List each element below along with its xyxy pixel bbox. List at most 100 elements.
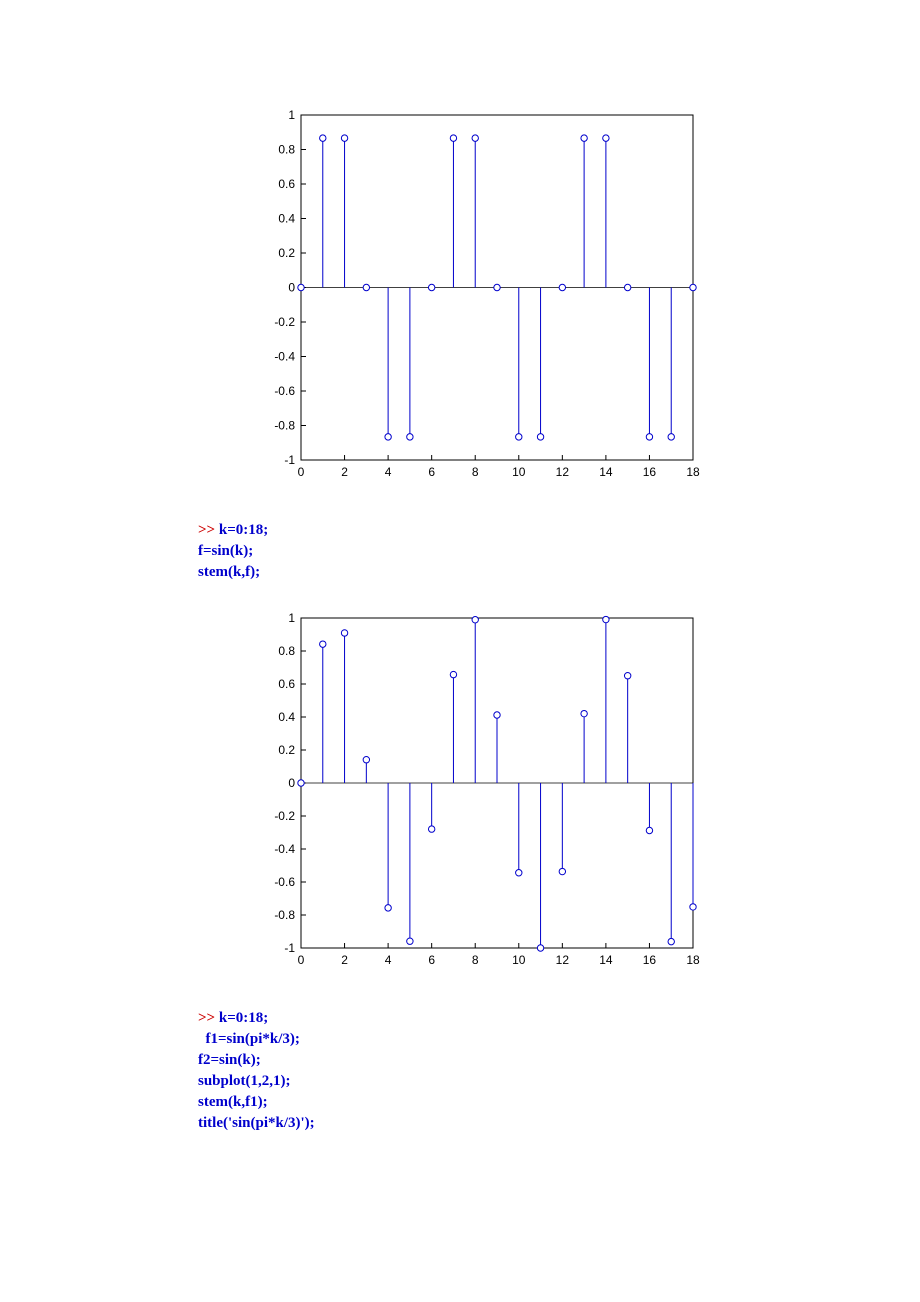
page: -1-0.8-0.6-0.4-0.200.20.40.60.8102468101…: [0, 0, 920, 1214]
x-tick-label: 16: [642, 465, 656, 479]
code-text: title('sin(pi*k/3)');: [198, 1115, 315, 1131]
code-block-2: >> k=0:18; f1=sin(pi*k/3); f2=sin(k); subp…: [198, 1008, 760, 1134]
y-tick-label: 0.6: [278, 177, 295, 191]
stem-marker: [580, 135, 586, 141]
stem-marker: [624, 284, 630, 290]
stem-marker: [450, 135, 456, 141]
x-tick-label: 6: [428, 953, 435, 967]
stem-marker: [515, 434, 521, 440]
stem-marker: [341, 630, 347, 636]
code-line: f1=sin(pi*k/3);: [198, 1029, 760, 1050]
stem-marker: [297, 780, 303, 786]
stem-marker: [668, 434, 674, 440]
stem-marker: [341, 135, 347, 141]
stem-marker: [406, 434, 412, 440]
y-tick-label: -0.6: [274, 384, 295, 398]
y-tick-label: 0.8: [278, 644, 295, 658]
code-line: f2=sin(k);: [198, 1050, 760, 1071]
code-text: k=0:18;: [219, 1010, 268, 1026]
stem-marker: [384, 905, 390, 911]
y-tick-label: 1: [288, 108, 295, 122]
x-tick-label: 4: [384, 953, 391, 967]
code-block-1: >> k=0:18;f=sin(k);stem(k,f);: [198, 520, 760, 583]
prompt: >>: [198, 1010, 219, 1026]
code-line: subplot(1,2,1);: [198, 1071, 760, 1092]
y-tick-label: 1: [288, 611, 295, 625]
code-line: >> k=0:18;: [198, 1008, 760, 1029]
x-tick-label: 16: [642, 953, 656, 967]
stem-marker: [297, 284, 303, 290]
chart-svg: -1-0.8-0.6-0.4-0.200.20.40.60.8102468101…: [243, 100, 708, 490]
stem-marker: [428, 826, 434, 832]
stem-marker: [602, 135, 608, 141]
code-line: f=sin(k);: [198, 541, 760, 562]
x-tick-label: 18: [686, 953, 700, 967]
x-tick-label: 6: [428, 465, 435, 479]
stem-marker: [559, 284, 565, 290]
code-text: k=0:18;: [219, 522, 268, 538]
stem-marker: [319, 135, 325, 141]
y-tick-label: 0.4: [278, 212, 295, 226]
y-tick-label: -0.2: [274, 809, 295, 823]
y-tick-label: -0.4: [274, 842, 295, 856]
x-tick-label: 12: [555, 465, 569, 479]
y-tick-label: 0.8: [278, 143, 295, 157]
code-line: stem(k,f1);: [198, 1092, 760, 1113]
stem-marker: [580, 710, 586, 716]
stem-plot-2: -1-0.8-0.6-0.4-0.200.20.40.60.8102468101…: [243, 603, 708, 978]
code-text: f=sin(k);: [198, 543, 253, 559]
stem-marker: [472, 135, 478, 141]
stem-marker: [689, 904, 695, 910]
stem-marker: [493, 712, 499, 718]
x-tick-label: 2: [341, 953, 348, 967]
stem-marker: [515, 870, 521, 876]
x-tick-label: 0: [297, 953, 304, 967]
stem-marker: [493, 284, 499, 290]
stem-marker: [363, 757, 369, 763]
stem-marker: [472, 617, 478, 623]
y-tick-label: -0.8: [274, 908, 295, 922]
code-line: title('sin(pi*k/3)');: [198, 1113, 760, 1134]
x-tick-label: 4: [384, 465, 391, 479]
stem-marker: [406, 938, 412, 944]
x-tick-label: 2: [341, 465, 348, 479]
y-tick-label: 0.6: [278, 677, 295, 691]
stem-marker: [668, 938, 674, 944]
stem-marker: [559, 868, 565, 874]
x-tick-label: 12: [555, 953, 569, 967]
code-text: stem(k,f1);: [198, 1094, 268, 1110]
stem-marker: [450, 671, 456, 677]
stem-marker: [363, 284, 369, 290]
stem-plot-1: -1-0.8-0.6-0.4-0.200.20.40.60.8102468101…: [243, 100, 708, 490]
stem-marker: [689, 284, 695, 290]
stem-marker: [384, 434, 390, 440]
code-text: subplot(1,2,1);: [198, 1073, 291, 1089]
y-tick-label: 0: [288, 281, 295, 295]
code-text: f1=sin(pi*k/3);: [198, 1031, 300, 1047]
stem-marker: [319, 641, 325, 647]
stem-marker: [428, 284, 434, 290]
stem-marker: [602, 616, 608, 622]
stem-marker: [646, 827, 652, 833]
y-tick-label: 0.2: [278, 246, 295, 260]
code-line: stem(k,f);: [198, 562, 760, 583]
x-tick-label: 10: [512, 465, 526, 479]
stem-marker: [624, 673, 630, 679]
x-tick-label: 18: [686, 465, 700, 479]
y-tick-label: -1: [284, 453, 295, 467]
chart-svg: -1-0.8-0.6-0.4-0.200.20.40.60.8102468101…: [243, 603, 708, 978]
y-tick-label: -0.4: [274, 350, 295, 364]
y-tick-label: -1: [284, 941, 295, 955]
stem-marker: [646, 434, 652, 440]
y-tick-label: -0.6: [274, 875, 295, 889]
y-tick-label: 0: [288, 776, 295, 790]
x-tick-label: 8: [471, 465, 478, 479]
x-tick-label: 14: [599, 465, 613, 479]
code-text: f2=sin(k);: [198, 1052, 261, 1068]
y-tick-label: 0.4: [278, 710, 295, 724]
code-text: stem(k,f);: [198, 564, 260, 580]
y-tick-label: 0.2: [278, 743, 295, 757]
stem-marker: [537, 945, 543, 951]
stem-marker: [537, 434, 543, 440]
x-tick-label: 14: [599, 953, 613, 967]
